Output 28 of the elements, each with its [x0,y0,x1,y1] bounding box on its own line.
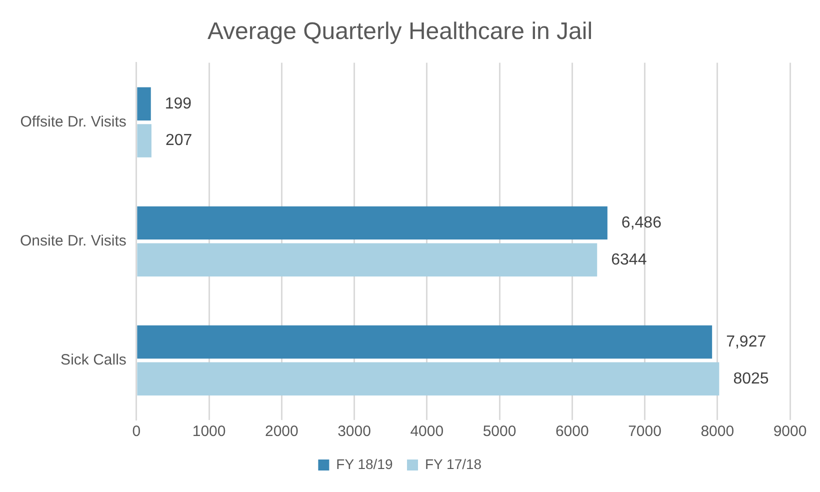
bar [137,124,152,158]
bar [137,243,598,276]
x-tick-label: 5000 [482,423,516,440]
legend-label: FY 18/19 [336,456,393,472]
x-tick-label: 7000 [628,423,662,440]
x-tick-label: 4000 [410,423,444,440]
bar [137,362,720,396]
y-tick-label: Sick Calls [60,352,126,369]
data-label: 6344 [611,251,647,268]
y-tick-label: Offsite Dr. Visits [20,113,126,130]
x-tick-label: 9000 [773,423,807,440]
data-label: 6,486 [621,214,662,232]
bar [137,87,151,120]
x-tick-label: 1000 [192,423,226,440]
bar [137,325,712,359]
data-label: 8025 [733,370,769,388]
x-tick-label: 3000 [338,423,371,440]
legend-label: FY 17/18 [425,456,482,472]
data-label: 199 [164,95,192,112]
x-tick-label: 0 [132,423,141,440]
data-label: 7,927 [726,333,766,350]
x-tick-label: 2000 [264,423,298,440]
x-tick-label: 6000 [555,423,589,440]
bar [137,206,608,240]
y-tick-label: Onsite Dr. Visits [20,232,126,250]
data-label: 207 [165,132,192,150]
chart-title: Average Quarterly Healthcare in Jail [207,18,593,46]
x-tick-label: 8000 [700,423,734,440]
